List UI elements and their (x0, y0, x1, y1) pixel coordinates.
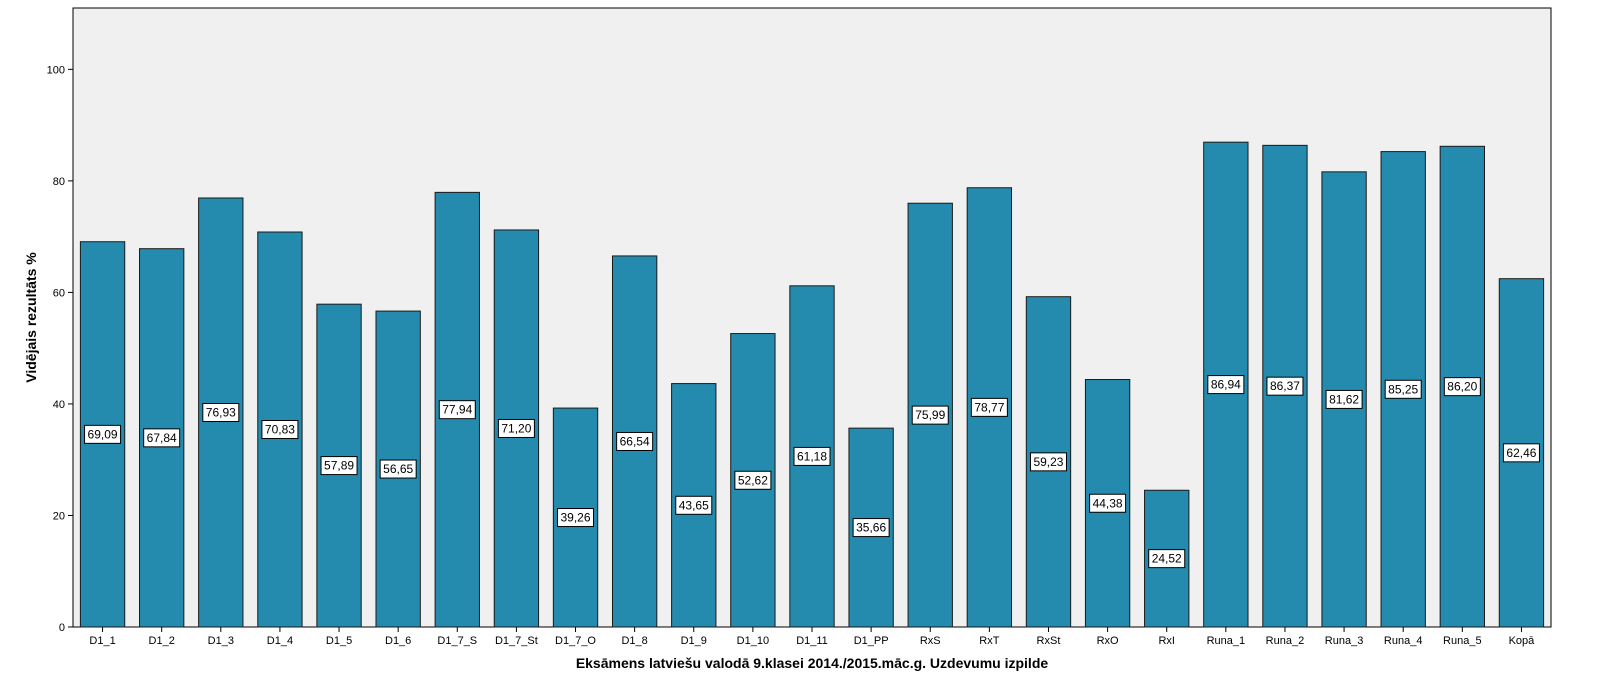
data-label-box (675, 495, 713, 515)
x-tick-label: D1_3 (208, 635, 234, 647)
bars-group: 69,09 67,84 76,93 70,83 57,89 56,65 77,94 71,20… (79, 141, 1545, 628)
data-label: 57,89 (324, 459, 354, 473)
data-label: 24,52 (1152, 552, 1182, 566)
x-tick-label: RxO (1097, 635, 1119, 647)
x-tick-label: D1_5 (326, 635, 352, 647)
data-label: 86,37 (1270, 379, 1300, 393)
data-label-box (734, 470, 772, 490)
data-label: 71,20 (501, 421, 531, 435)
data-label: 69,09 (88, 427, 118, 441)
data-label-box (852, 518, 890, 538)
data-label: 76,93 (206, 405, 236, 419)
data-label: 61,18 (797, 449, 827, 463)
data-label: 85,25 (1388, 382, 1418, 396)
x-tick-label: Runa_4 (1384, 635, 1423, 647)
x-tick-label: D1_7_S (437, 635, 477, 647)
x-tick-label: RxS (920, 635, 941, 647)
y-tick-label: 40 (53, 399, 65, 411)
data-label-box (379, 459, 417, 479)
data-label: 78,77 (974, 400, 1004, 414)
data-label-box (1266, 376, 1304, 396)
data-label: 39,26 (561, 511, 591, 525)
data-label-box (970, 397, 1008, 417)
y-axis-title: Vidējais rezultāts % (23, 252, 39, 383)
x-axis: D1_1 D1_2 D1_3 D1_4 D1_5 D1_6 D1_7_S D1_7_St D1_… (89, 627, 1535, 647)
data-label-box (1089, 493, 1127, 513)
data-label-box (557, 508, 595, 528)
x-tick-label: RxT (979, 635, 999, 647)
data-label: 75,99 (915, 408, 945, 422)
data-label-box (1207, 375, 1245, 395)
x-tick-label: Runa_5 (1443, 635, 1482, 647)
x-tick-label: D1_2 (149, 635, 175, 647)
data-label: 52,62 (738, 473, 768, 487)
data-label-box (1325, 389, 1363, 409)
x-axis-title: Eksāmens latviešu valodā 9.klasei 2014./… (576, 655, 1049, 671)
data-label: 66,54 (620, 434, 650, 448)
data-label-box (84, 424, 122, 444)
data-label: 86,94 (1211, 378, 1241, 392)
data-label: 35,66 (856, 521, 886, 535)
y-axis: 0 20 40 60 80 100 (47, 64, 73, 634)
data-label-box (143, 428, 181, 448)
x-tick-label: D1_1 (89, 635, 115, 647)
x-tick-label: D1_9 (681, 635, 707, 647)
x-tick-label: D1_8 (621, 635, 647, 647)
data-label-box (911, 405, 949, 425)
x-tick-label: D1_7_O (555, 635, 596, 647)
data-label: 43,65 (679, 498, 709, 512)
x-tick-label: D1_11 (796, 635, 828, 647)
y-tick-label: 60 (53, 287, 65, 299)
x-tick-label: RxSt (1037, 635, 1061, 647)
x-tick-label: RxI (1158, 635, 1175, 647)
x-tick-label: Runa_2 (1266, 635, 1305, 647)
x-tick-label: Runa_3 (1325, 635, 1364, 647)
data-label-box (616, 431, 654, 451)
data-label: 86,20 (1447, 380, 1477, 394)
data-label-box (1384, 379, 1422, 399)
data-label: 77,94 (442, 403, 472, 417)
data-label-box (1148, 549, 1186, 569)
y-tick-label: 0 (59, 622, 65, 634)
data-label-box (438, 400, 476, 420)
y-tick-label: 20 (53, 510, 65, 522)
data-label: 44,38 (1093, 496, 1123, 510)
data-label-box (793, 446, 831, 466)
data-label-box (202, 402, 240, 422)
x-tick-label: D1_PP (854, 635, 889, 647)
data-label-box (1443, 377, 1481, 397)
x-tick-label: D1_7_St (495, 635, 538, 647)
data-label-box (1029, 452, 1067, 472)
x-tick-label: Kopā (1509, 635, 1536, 647)
data-label-box (1502, 443, 1540, 463)
data-label: 59,23 (1033, 455, 1063, 469)
data-label-box (261, 420, 299, 440)
y-tick-label: 80 (53, 176, 65, 188)
data-label: 81,62 (1329, 392, 1359, 406)
x-tick-label: D1_6 (385, 635, 411, 647)
data-label-box (320, 456, 358, 476)
data-label: 56,65 (383, 462, 413, 476)
x-tick-label: D1_4 (267, 635, 293, 647)
x-tick-label: Runa_1 (1207, 635, 1246, 647)
data-label: 70,83 (265, 423, 295, 437)
data-label: 67,84 (147, 431, 177, 445)
data-label-box (497, 418, 535, 438)
y-tick-label: 100 (47, 64, 65, 76)
x-tick-label: D1_10 (737, 635, 769, 647)
data-label: 62,46 (1506, 446, 1536, 460)
